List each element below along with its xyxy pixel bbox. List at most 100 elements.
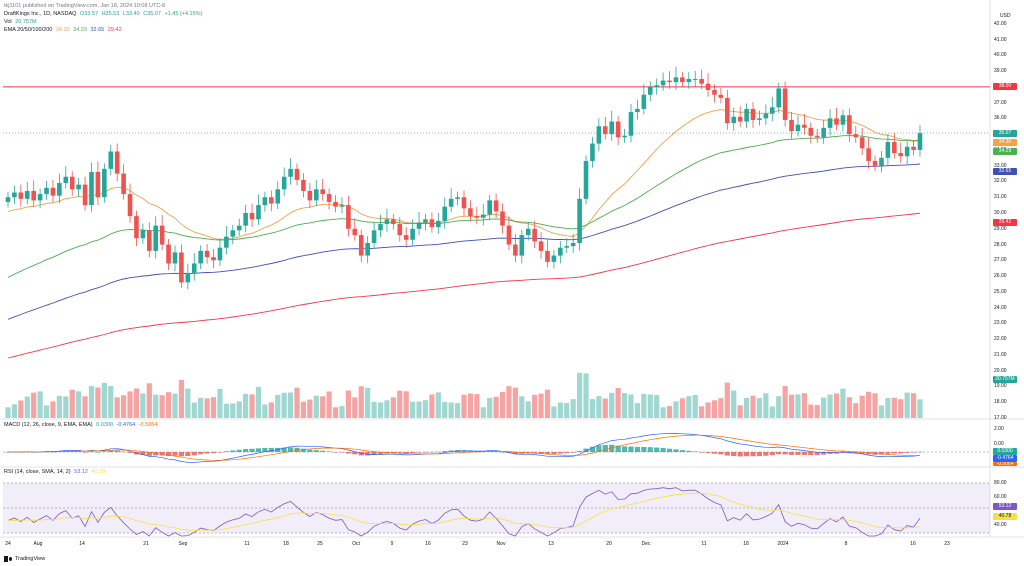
vol-label[interactable]: Vol [4,19,12,25]
candle-body [590,143,595,161]
rsi-header: RSI (14, close, SMA, 14, 2) 53.12 40.78 [4,469,107,476]
price-tick-label: 39.00 [994,68,1007,75]
macd-histogram-bar [878,452,885,455]
volume-bar [236,401,242,418]
volume-bar [332,407,339,418]
candle-body [538,241,544,251]
volume-bar [223,403,229,418]
macd-histogram-bar [808,452,814,456]
volume-bar [217,388,223,418]
publisher-line: tkj1101 published on TradingView.com, Ja… [4,3,166,9]
price-tick-label: 32.00 [994,178,1007,185]
candle-body [146,230,152,251]
price-tick-label: 40.00 [994,52,1007,59]
ema20-line [7,109,921,240]
price-tag: 20.757M [993,375,1017,383]
candle-body [737,116,743,122]
volume-bar [878,405,885,418]
price-tick-label: 42.00 [994,20,1007,27]
volume-bar [827,394,833,418]
ema100-value: 32.65 [90,27,105,33]
volume-bar [917,399,923,418]
candle-body [635,108,640,113]
volume-bar [686,396,692,418]
candle-body [673,77,679,83]
volume-bar [910,393,917,418]
rsi-label[interactable]: RSI (14, close, SMA, 14, 2) [4,469,71,475]
currency-label[interactable]: USD [1000,13,1011,19]
macd-histogram-bar [493,451,499,452]
price-tick-label: 24.00 [994,304,1007,311]
volume-bar [243,393,249,418]
macd-histogram-bar [743,452,750,457]
candle-body [423,219,428,223]
macd-histogram-bar [307,449,313,452]
rsi-axis-60: 60.00 [994,494,1007,500]
volume-bar [821,397,827,418]
volume-bar [101,382,107,418]
volume-bar [737,405,743,418]
rsi-tag-value: 53.12 [993,503,1017,510]
candle-body [519,235,525,256]
macd-histogram-bar [910,452,917,453]
macd-histogram-bar [859,452,865,454]
candle-body [769,107,775,114]
candle-body [911,146,916,150]
candle-body [307,190,313,201]
price-tick-label: 41.00 [994,36,1007,43]
macd-histogram-bar [165,452,172,457]
ema-label[interactable]: EMA 20/50/100/200 [4,27,53,33]
candle-body [757,118,762,120]
candle-body [313,189,319,201]
ohlc-open: O33.57 [79,11,99,17]
volume-bar [210,397,217,418]
volume-bar [454,403,461,418]
volume-bar [621,393,628,418]
candle-body [384,219,390,225]
tradingview-logo[interactable]: TradingView [4,556,45,562]
candle-body [712,90,717,95]
symbol-name[interactable]: DraftKings Inc., 1D, NASDAQ [4,11,77,17]
candle-body [339,205,345,207]
candle-body [551,255,557,262]
macd-histogram-bar [108,450,114,452]
candle-body [641,94,647,109]
macd-histogram-bar [300,448,307,452]
tradingview-icon [4,556,12,562]
candle-body [95,172,101,198]
volume-bar [859,395,865,418]
volume-bar [801,393,807,418]
volume-bar [172,393,178,418]
volume-bar [866,391,872,418]
macd-label[interactable]: MACD (12, 26, close, 9, EMA, EMA) [4,422,93,428]
candle-body [834,118,839,125]
volume-bar [512,387,518,418]
price-tick-label: 19.00 [994,383,1007,390]
price-tick-label: 20.00 [994,367,1007,374]
macd-histogram-bar [313,450,319,452]
volume-bar [249,394,255,418]
price-tick-label: 36.00 [994,115,1007,122]
candle-body [326,194,332,202]
candle-body [628,112,634,136]
candle-body [262,197,268,206]
volume-bar [377,402,384,418]
volume-bar [198,397,204,418]
macd-histogram-bar [564,452,570,454]
macd-header: MACD (12, 26, close, 9, EMA, EMA) 0.0300… [4,422,159,429]
macd-histogram-bar [776,452,782,455]
volume-bar [506,386,512,418]
volume-bar [313,395,319,418]
date-tick-label: Oct [352,541,360,547]
macd-histogram-bar [769,452,775,456]
candle-body [455,197,460,199]
volume-bar [583,373,589,418]
candle-body [609,121,615,135]
macd-histogram-bar [467,450,474,452]
price-tick-label: 31.00 [994,194,1007,201]
volume-bar [397,390,403,418]
macd-histogram-bar [821,452,827,455]
candle-body [269,197,274,204]
candle-body [532,228,537,242]
